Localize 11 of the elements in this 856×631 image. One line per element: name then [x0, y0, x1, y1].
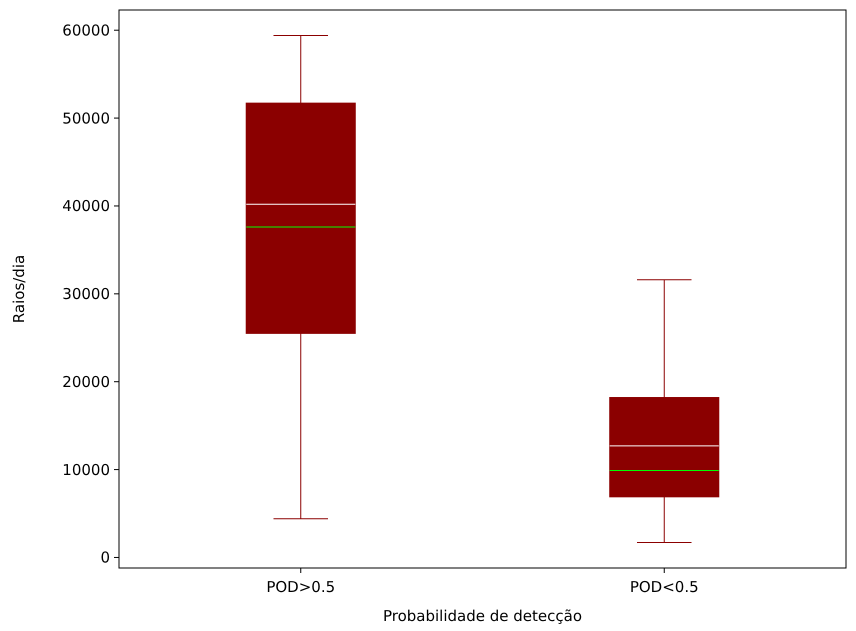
y-axis-title: Raios/dia — [10, 254, 28, 324]
y-tick-label: 10000 — [62, 460, 110, 479]
x-tick-label: POD<0.5 — [630, 578, 699, 596]
x-tick-label: POD>0.5 — [266, 578, 336, 596]
y-tick-label: 50000 — [62, 109, 110, 128]
y-tick-label: 20000 — [62, 372, 110, 391]
y-tick-label: 0 — [100, 548, 110, 567]
y-tick-label: 40000 — [62, 197, 110, 216]
x-axis-title: Probabilidade de detecção — [382, 607, 582, 625]
y-tick-label: 60000 — [62, 21, 110, 40]
y-tick-label: 30000 — [62, 285, 110, 304]
